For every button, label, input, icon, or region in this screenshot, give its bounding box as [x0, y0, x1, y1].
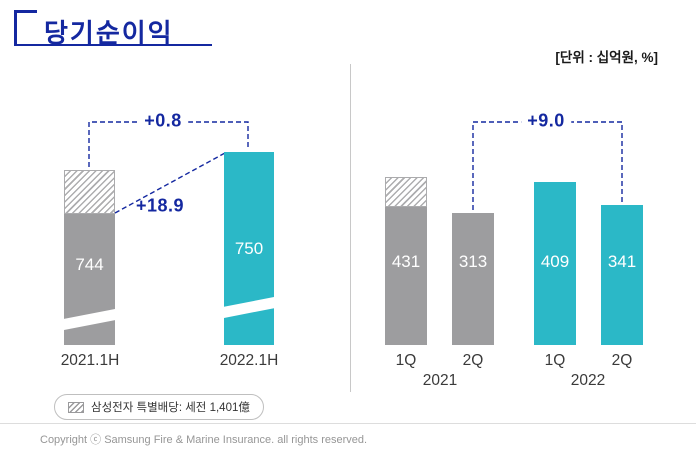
footer-divider: [0, 423, 696, 424]
unit-label: [단위 : 십억원, %]: [555, 50, 658, 65]
bar-2022-q2: 341: [601, 205, 643, 345]
copyright-text: Copyright ⓒ Samsung Fire & Marine Insura…: [40, 434, 368, 446]
x-label-2021-q2: 2Q: [462, 352, 484, 369]
annotation-plus-9-0: +9.0: [521, 110, 571, 132]
bar-2021-1h: 744: [64, 170, 115, 345]
bar-2022-q1: 409: [534, 182, 576, 345]
bar-value-2022-1h: 750: [234, 239, 264, 258]
year-label-2021: 2021: [422, 372, 458, 389]
legend-label: 삼성전자 특별배당: 세전 1,401億: [91, 402, 250, 414]
x-label-2022-q1: 1Q: [544, 352, 566, 369]
year-label-2022: 2022: [570, 372, 606, 389]
title-underline: [14, 44, 212, 46]
special-dividend-hatch: [385, 177, 427, 207]
bar-value-2021-q2: 313: [458, 252, 488, 271]
axis-break-mark: [224, 295, 274, 320]
x-label-2022-1h: 2022.1H: [219, 352, 279, 369]
chart-divider: [350, 64, 351, 392]
x-label-2021-1h: 2021.1H: [60, 352, 120, 369]
title-bracket-top: [14, 10, 37, 13]
bar-2021-q2: 313: [452, 213, 494, 345]
special-dividend-hatch: [64, 170, 115, 214]
bar-value-2021-1h: 744: [75, 255, 104, 274]
axis-break-mark: [64, 307, 115, 332]
x-label-2021-q1: 1Q: [395, 352, 417, 369]
x-label-2022-q2: 2Q: [611, 352, 633, 369]
page-title: 당기순이익: [44, 18, 174, 48]
bar-value-2022-q1: 409: [540, 252, 570, 271]
bar-value-2022-q2: 341: [607, 252, 637, 271]
bar-2021-q1: 431: [385, 177, 427, 345]
annotation-plus-18-9: +18.9: [135, 195, 185, 216]
title-bracket-left: [14, 10, 17, 46]
bar-value-2021-q1: 431: [391, 252, 421, 271]
legend: 삼성전자 특별배당: 세전 1,401億: [54, 394, 264, 420]
hatch-swatch-icon: [68, 401, 84, 413]
annotation-plus-0-8: +0.8: [138, 110, 188, 132]
bar-2022-1h: 750: [224, 152, 274, 345]
